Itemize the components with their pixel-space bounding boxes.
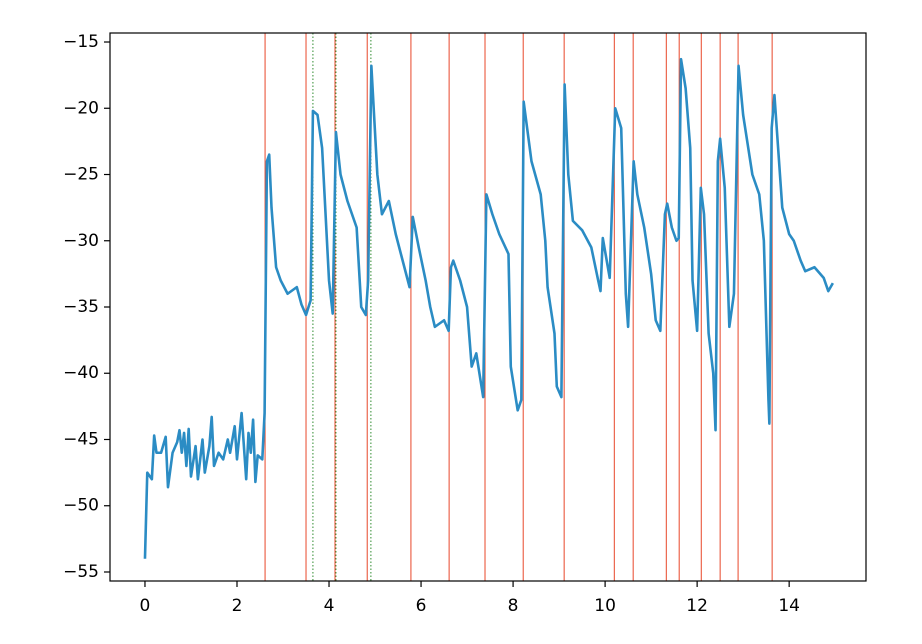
x-tick-label: 10 bbox=[594, 596, 616, 616]
x-tick-label: 12 bbox=[686, 596, 708, 616]
y-tick-label: −35 bbox=[63, 297, 99, 317]
data-line bbox=[143, 57, 834, 559]
y-tick-label: −15 bbox=[63, 32, 99, 52]
y-tick-label: −25 bbox=[63, 165, 99, 185]
y-tick-label: −45 bbox=[63, 429, 99, 449]
x-tick-label: 2 bbox=[232, 596, 243, 616]
x-tick-label: 4 bbox=[324, 596, 335, 616]
y-tick-label: −40 bbox=[63, 363, 99, 383]
y-tick-label: −20 bbox=[63, 98, 99, 118]
x-tick-label: 6 bbox=[416, 596, 427, 616]
y-tick-label: −50 bbox=[63, 496, 99, 516]
x-tick-label: 14 bbox=[778, 596, 800, 616]
y-tick-label: −30 bbox=[63, 231, 99, 251]
x-tick-label: 8 bbox=[508, 596, 519, 616]
plot-frame bbox=[109, 32, 867, 582]
x-tick-label: 0 bbox=[140, 596, 151, 616]
y-tick-label: −55 bbox=[63, 562, 99, 582]
